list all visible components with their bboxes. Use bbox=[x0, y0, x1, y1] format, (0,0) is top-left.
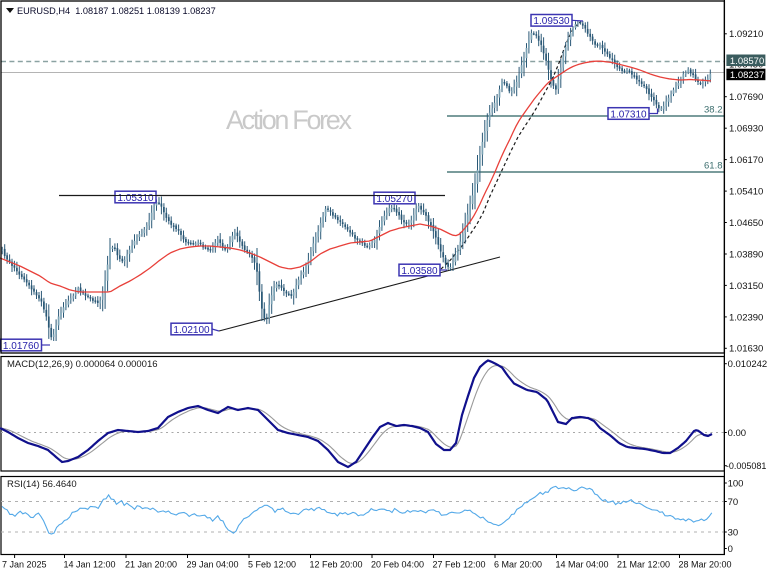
svg-text:1.02390: 1.02390 bbox=[729, 312, 763, 323]
svg-text:0: 0 bbox=[728, 544, 733, 555]
svg-text:1.04650: 1.04650 bbox=[729, 218, 763, 229]
svg-text:1.06170: 1.06170 bbox=[729, 155, 763, 166]
svg-text:1.09210: 1.09210 bbox=[729, 29, 763, 40]
svg-text:0.00: 0.00 bbox=[728, 428, 747, 439]
svg-text:1.01630: 1.01630 bbox=[729, 344, 763, 355]
svg-text:70: 70 bbox=[728, 497, 739, 508]
svg-text:30: 30 bbox=[728, 527, 739, 538]
svg-text:14 Mar 04:00: 14 Mar 04:00 bbox=[556, 560, 609, 570]
svg-text:21 Jan 20:00: 21 Jan 20:00 bbox=[125, 560, 177, 570]
svg-text:MACD(12,26,9) 0.000064 0.00001: MACD(12,26,9) 0.000064 0.000016 bbox=[7, 359, 158, 370]
svg-text:38.2: 38.2 bbox=[704, 105, 723, 116]
svg-text:-0.005081: -0.005081 bbox=[726, 461, 767, 471]
svg-text:Action Forex: Action Forex bbox=[226, 105, 353, 135]
svg-text:1.06930: 1.06930 bbox=[729, 124, 763, 135]
svg-text:20 Feb 04:00: 20 Feb 04:00 bbox=[371, 560, 424, 570]
svg-text:1.03890: 1.03890 bbox=[729, 249, 763, 260]
svg-text:14 Jan 12:00: 14 Jan 12:00 bbox=[64, 560, 116, 570]
svg-text:28 Mar 20:00: 28 Mar 20:00 bbox=[679, 560, 732, 570]
svg-text:100: 100 bbox=[728, 478, 744, 489]
svg-text:1.01760: 1.01760 bbox=[3, 341, 40, 352]
svg-text:29 Jan 04:00: 29 Jan 04:00 bbox=[187, 560, 239, 570]
svg-text:5 Feb 12:00: 5 Feb 12:00 bbox=[248, 560, 296, 570]
svg-text:1.07690: 1.07690 bbox=[729, 92, 763, 103]
svg-text:RSI(14) 56.4640: RSI(14) 56.4640 bbox=[7, 479, 77, 490]
svg-text:27 Feb 12:00: 27 Feb 12:00 bbox=[433, 560, 486, 570]
svg-text:1.09530: 1.09530 bbox=[533, 16, 570, 27]
svg-text:6 Mar 20:00: 6 Mar 20:00 bbox=[494, 560, 542, 570]
svg-text:1.02100: 1.02100 bbox=[173, 325, 210, 336]
svg-text:0.010242: 0.010242 bbox=[728, 359, 768, 370]
svg-text:21 Mar 12:00: 21 Mar 12:00 bbox=[617, 560, 670, 570]
svg-text:1.08237: 1.08237 bbox=[730, 70, 764, 81]
svg-text:61.8: 61.8 bbox=[704, 161, 723, 172]
svg-text:7 Jan 2025: 7 Jan 2025 bbox=[2, 560, 47, 570]
svg-text:1.03580: 1.03580 bbox=[401, 266, 438, 277]
svg-text:1.03150: 1.03150 bbox=[729, 281, 763, 292]
svg-text:1.05310: 1.05310 bbox=[117, 193, 154, 204]
svg-text:1.05270: 1.05270 bbox=[376, 194, 413, 205]
svg-text:EURUSD,H4 1.08187 1.08251 1.0: EURUSD,H4 1.08187 1.08251 1.08139 1.0823… bbox=[17, 6, 216, 16]
svg-text:1.07310: 1.07310 bbox=[610, 109, 647, 120]
svg-text:12 Feb 20:00: 12 Feb 20:00 bbox=[310, 560, 363, 570]
svg-text:1.08570: 1.08570 bbox=[730, 56, 764, 67]
svg-text:1.05410: 1.05410 bbox=[729, 187, 763, 198]
